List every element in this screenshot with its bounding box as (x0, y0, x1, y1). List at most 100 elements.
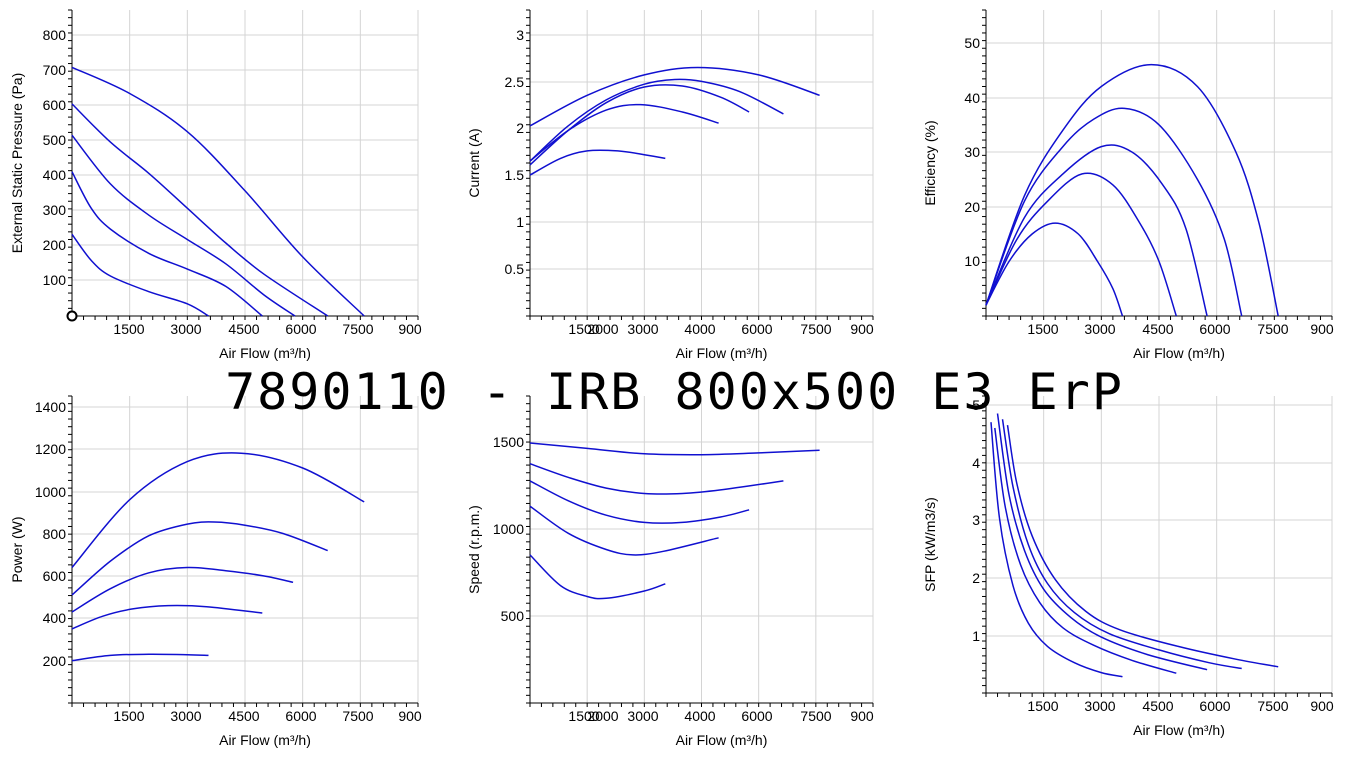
y-tick-label: 2 (972, 570, 980, 586)
y-tick-label: 500 (501, 608, 525, 624)
y-tick-label: 600 (43, 568, 67, 584)
x-tick-label: 1500 (568, 321, 599, 337)
y-tick-label: 800 (43, 27, 67, 43)
y-tick-label: 3 (972, 512, 980, 528)
y-tick-label: 800 (43, 526, 67, 542)
chart-pressure: 100 200 300 400 500 600 700 800 1500 3000 4500 6000… (9, 9, 422, 361)
x-tick-label: 1500 (1027, 698, 1058, 714)
x-tick-label: 2000 (587, 321, 618, 337)
x-tick-label: 900 (850, 708, 874, 724)
series-curve-2 (529, 78, 784, 162)
y-tick-label: 4 (972, 455, 980, 471)
series-curve-5 (71, 233, 209, 317)
series-curve-4 (985, 172, 1178, 317)
y-tick-label: 50 (964, 35, 980, 51)
x-tick-label: 900 (1310, 321, 1334, 337)
series-curve-4 (71, 171, 263, 317)
chart-efficiency: 10 20 30 40 50 1500 3000 4500 6000 7500 900 Air Flo… (922, 9, 1334, 361)
y-tick-label: 1000 (35, 484, 66, 500)
series-curve-1 (529, 442, 820, 456)
series-curve-4 (529, 103, 719, 162)
y-tick-label: 1 (516, 214, 524, 230)
x-axis-label: Air Flow (m³/h) (219, 345, 311, 361)
y-tick-label: 1500 (493, 434, 524, 450)
y-tick-label: 600 (43, 97, 67, 113)
y-tick-label: 1 (972, 628, 980, 644)
x-tick-label: 900 (398, 708, 422, 724)
x-tick-label: 7500 (1257, 321, 1288, 337)
x-tick-label: 900 (398, 321, 422, 337)
y-tick-label: 100 (43, 272, 67, 288)
series-curve-5 (990, 422, 1123, 678)
x-tick-label: 7500 (1257, 698, 1288, 714)
series-curve-2 (71, 103, 329, 317)
series-curve-3 (71, 134, 296, 317)
series-curve-3 (529, 480, 750, 524)
y-axis-label: External Static Pressure (Pa) (9, 73, 25, 254)
series-curve-1 (985, 63, 1279, 317)
series-curve-2 (1001, 419, 1242, 670)
y-axis-label: Power (W) (9, 516, 25, 582)
x-tick-label: 3000 (627, 708, 658, 724)
chart-sfp: 1 2 3 4 5 1500 3000 4500 6000 7500 900 Air Flow (m³… (922, 395, 1334, 738)
y-tick-label: 200 (43, 237, 67, 253)
y-tick-label: 400 (43, 167, 67, 183)
y-tick-label: 400 (43, 610, 67, 626)
x-tick-label: 6000 (285, 708, 316, 724)
y-tick-label: 1400 (35, 399, 66, 415)
y-tick-label: 2 (516, 120, 524, 136)
series-curve-3 (529, 84, 750, 166)
y-tick-label: 30 (964, 144, 980, 160)
x-tick-label: 7500 (342, 321, 373, 337)
page-title: 7890110 - IRB 800x500 E3 ErP (225, 363, 1124, 421)
x-tick-label: 1500 (1027, 321, 1058, 337)
y-tick-label: 1.5 (505, 167, 525, 183)
y-tick-label: 300 (43, 202, 67, 218)
x-tick-label: 3000 (170, 708, 201, 724)
x-tick-label: 4500 (1142, 698, 1173, 714)
x-tick-label: 7500 (342, 708, 373, 724)
series-curve-2 (985, 107, 1243, 317)
series-curve-1 (71, 452, 365, 568)
x-tick-label: 4500 (228, 321, 259, 337)
x-tick-label: 3000 (170, 321, 201, 337)
series-curve-3 (985, 144, 1208, 317)
series-curve-1 (1006, 424, 1279, 668)
y-tick-label: 1200 (35, 441, 66, 457)
x-tick-label: 7500 (800, 708, 831, 724)
x-tick-label: 900 (1310, 698, 1334, 714)
x-tick-label: 6000 (285, 321, 316, 337)
x-axis-label: Air Flow (m³/h) (676, 732, 768, 748)
x-tick-label: 6000 (1199, 698, 1230, 714)
series-curve-4 (529, 505, 719, 556)
x-tick-label: 4000 (684, 708, 715, 724)
series-curve-5 (529, 149, 666, 176)
x-tick-label: 1500 (113, 708, 144, 724)
y-tick-label: 2.5 (505, 74, 525, 90)
x-axis-label: Air Flow (m³/h) (1133, 345, 1225, 361)
x-tick-label: 6000 (741, 708, 772, 724)
y-tick-label: 200 (43, 653, 67, 669)
series-curve-1 (529, 66, 820, 127)
x-tick-label: 3000 (627, 321, 658, 337)
series-curve-4 (994, 427, 1177, 674)
series-curve-5 (985, 222, 1124, 317)
chart-power: 200 400 600 800 1000 1200 1400 1500 3000 4500 6000… (9, 395, 422, 748)
series-curve-3 (996, 413, 1208, 671)
x-tick-label: 2000 (587, 708, 618, 724)
y-axis-label: Efficiency (%) (922, 120, 938, 205)
x-tick-label: 4000 (684, 321, 715, 337)
x-tick-label: 4500 (228, 708, 259, 724)
x-axis-label: Air Flow (m³/h) (676, 345, 768, 361)
series-curve-2 (529, 462, 784, 495)
y-tick-label: 10 (964, 253, 980, 269)
series-curve-2 (71, 521, 328, 596)
y-tick-label: 0.5 (505, 261, 525, 277)
y-tick-label: 40 (964, 90, 980, 106)
y-tick-label: 5 (972, 397, 980, 413)
origin-marker (66, 310, 78, 322)
y-tick-label: 20 (964, 199, 980, 215)
y-axis-label: Speed (r.p.m.) (466, 505, 482, 594)
